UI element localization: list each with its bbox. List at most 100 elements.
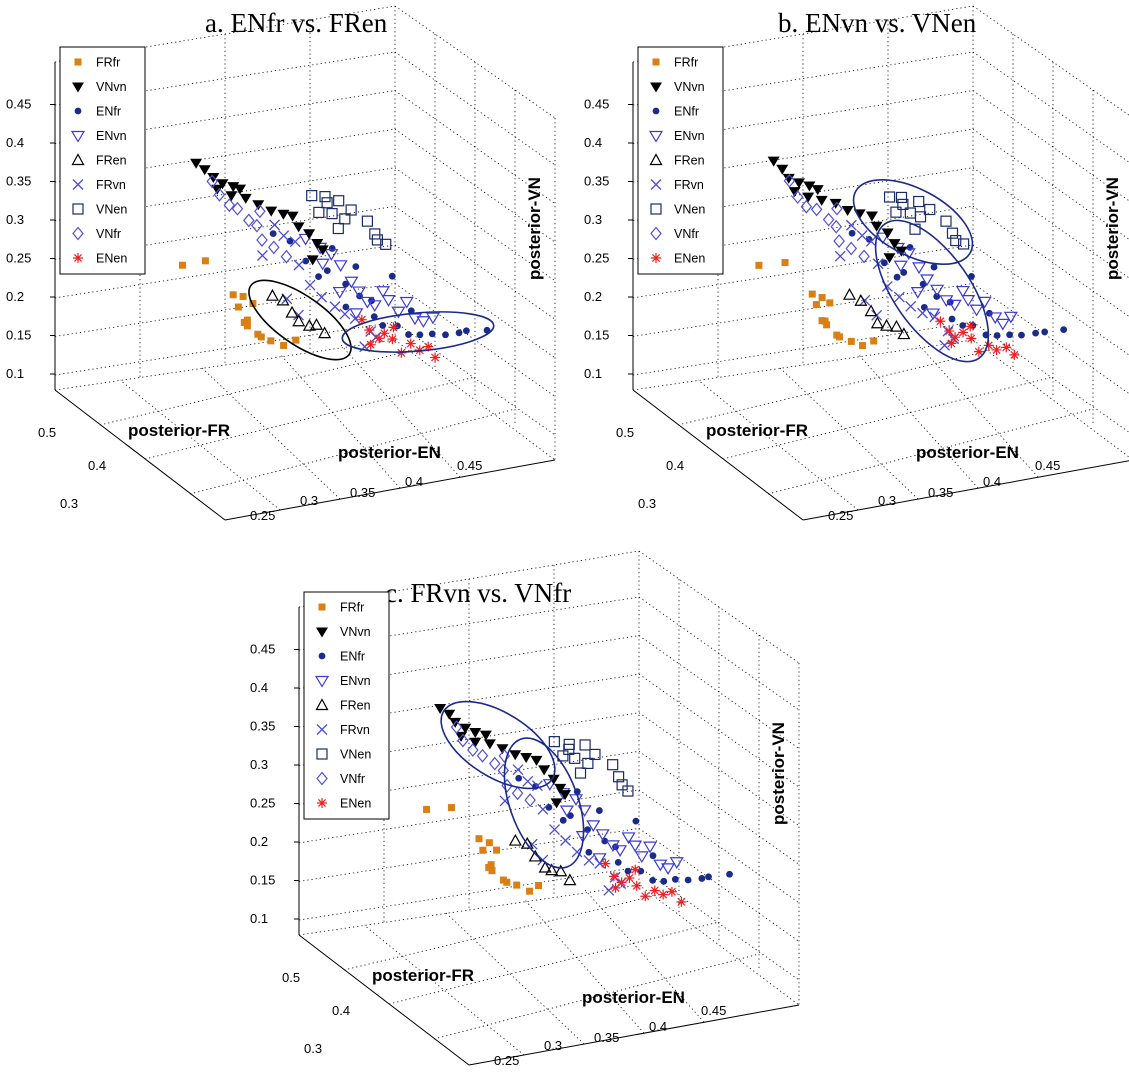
legend-label: VNen <box>674 203 705 217</box>
x-axis: 0.25 0.3 0.35 0.4 0.45 <box>828 458 1060 523</box>
x-tick-label: 0.35 <box>928 485 953 500</box>
data-point <box>592 853 607 865</box>
y-axis: 0.3 0.4 0.5 <box>616 425 684 511</box>
data-point <box>965 321 976 332</box>
panel-b: b. ENvn vs. VNen 0.1 0.15 0.2 0.25 0.3 0.35 0.… <box>578 0 1129 530</box>
legend-label: FRvn <box>340 723 370 737</box>
highlight-ellipse <box>503 737 585 869</box>
data-point <box>865 211 878 222</box>
data-point <box>216 179 229 190</box>
data-point <box>407 313 423 326</box>
data-point <box>660 877 668 885</box>
data-point <box>251 218 263 233</box>
x-axis: 0.25 0.3 0.35 0.4 0.45 <box>494 1003 726 1068</box>
data-point <box>811 185 824 196</box>
data-point <box>268 240 280 255</box>
data-point <box>430 352 441 363</box>
legend-marker <box>72 82 84 93</box>
legend-label: FRen <box>674 154 705 168</box>
grid-line <box>298 712 640 767</box>
grid-line <box>632 283 974 337</box>
data-point <box>316 245 329 256</box>
data-point <box>364 324 375 335</box>
legend-marker <box>650 203 662 215</box>
data-point <box>589 748 601 761</box>
data-point <box>225 191 238 202</box>
data-point <box>658 889 669 900</box>
data-point <box>434 703 447 714</box>
data-point <box>428 330 436 338</box>
data-point <box>286 211 299 222</box>
data-point <box>243 213 255 228</box>
legend-label: ENen <box>340 797 371 811</box>
data-point <box>485 864 493 872</box>
data-point <box>292 222 305 233</box>
data-point <box>310 318 324 330</box>
z-axis-label: posterior-VN <box>769 722 788 825</box>
data-point <box>883 191 896 203</box>
data-point <box>269 230 277 238</box>
data-point <box>503 878 511 886</box>
legend-label: VNvn <box>674 80 705 94</box>
data-point <box>870 221 883 232</box>
legend-marker <box>316 724 328 735</box>
data-point <box>870 316 884 329</box>
data-point <box>983 340 994 351</box>
legend-label: VNen <box>96 203 127 217</box>
highlight-ellipse <box>852 179 974 265</box>
z-axis: 0.1 0.15 0.2 0.25 0.3 0.35 0.4 0.45 <box>584 97 633 381</box>
data-point <box>365 339 376 350</box>
data-point <box>917 307 928 319</box>
z-axis: 0.1 0.15 0.2 0.25 0.3 0.35 0.4 0.45 <box>250 642 299 926</box>
data-point <box>845 219 857 231</box>
data-point <box>944 326 955 337</box>
data-point <box>537 803 549 815</box>
data-point <box>479 730 492 741</box>
data-points <box>178 158 491 363</box>
data-point <box>913 195 925 208</box>
data-point <box>684 876 692 884</box>
data-point <box>889 319 903 332</box>
data-point <box>211 184 224 195</box>
data-point <box>280 341 288 349</box>
data-point <box>227 182 240 193</box>
grid-line <box>972 321 1129 433</box>
legend-marker <box>650 179 662 190</box>
data-point <box>332 286 347 299</box>
data-point <box>345 204 357 216</box>
data-point <box>515 774 523 782</box>
data-point <box>671 875 679 883</box>
data-point <box>207 173 220 184</box>
data-point <box>946 338 957 349</box>
grid-line <box>632 339 974 391</box>
data-point <box>234 184 247 195</box>
data-point <box>349 313 361 325</box>
grid-line <box>339 343 461 478</box>
data-points <box>755 156 1068 360</box>
highlight-ellipse <box>440 700 556 790</box>
legend-label: ENfr <box>96 105 121 119</box>
data-point <box>277 209 290 220</box>
data-point <box>830 219 843 234</box>
highlight-ellipse <box>248 279 352 361</box>
data-point <box>329 301 341 313</box>
legend-label: VNfr <box>340 772 365 786</box>
data-point <box>388 272 396 280</box>
data-point <box>234 303 242 311</box>
data-point <box>339 308 351 320</box>
data-point <box>595 807 603 814</box>
data-point <box>321 197 333 209</box>
data-point <box>940 215 952 227</box>
z-axis-label: posterior-VN <box>1103 177 1122 280</box>
legend-marker <box>650 82 662 93</box>
data-point <box>831 201 843 216</box>
data-point <box>563 743 575 755</box>
data-point <box>1032 329 1039 337</box>
data-point <box>933 293 941 300</box>
z-tick-label: 0.2 <box>6 289 24 304</box>
legend-label: ENfr <box>674 105 699 119</box>
z-tick-label: 0.2 <box>584 289 602 304</box>
data-point <box>630 864 641 875</box>
data-point <box>818 317 826 325</box>
data-point <box>634 851 649 864</box>
